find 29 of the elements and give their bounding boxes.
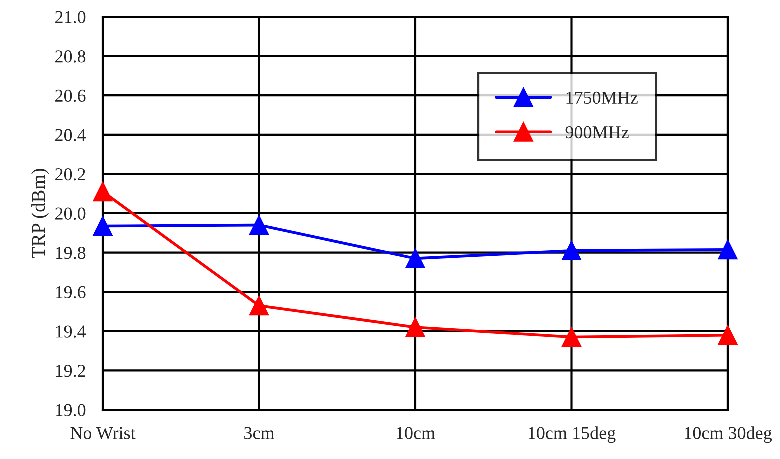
x-tick-label: 10cm 30deg (685, 426, 772, 444)
legend-label: 1750MHz (566, 92, 638, 104)
point (93, 182, 113, 202)
point (406, 318, 426, 338)
y-tick-label: 20.8 (56, 50, 86, 63)
y-tick-label: 19.6 (56, 286, 86, 299)
x-tick-label: 3cm (244, 427, 275, 440)
legend-label: 900MHz (566, 126, 629, 139)
y-tick-label: 20.2 (56, 168, 86, 181)
y-tick-label: 20.0 (56, 208, 86, 220)
x-tick-label: No Wrist (70, 427, 136, 440)
point (250, 216, 269, 236)
point (718, 326, 738, 346)
y-tick-label: 20.6 (56, 90, 86, 102)
y-tick-label: 19.0 (56, 404, 86, 417)
y-tick-label: 19.8 (56, 247, 86, 260)
y-tick-label: 21.0 (56, 11, 86, 24)
x-tick-label: 10cm (397, 427, 436, 440)
point (250, 296, 269, 316)
y-tick-label: 19.4 (56, 326, 86, 338)
y-axis-title: TRP (dBm) (32, 169, 50, 258)
point (718, 240, 738, 260)
point (562, 328, 582, 348)
point (93, 216, 113, 236)
point (406, 248, 426, 268)
x-tick-label: 10cm 15deg (528, 426, 616, 444)
point (562, 241, 582, 261)
y-tick-label: 20.4 (56, 129, 86, 142)
y-tick-label: 19.2 (56, 365, 86, 378)
